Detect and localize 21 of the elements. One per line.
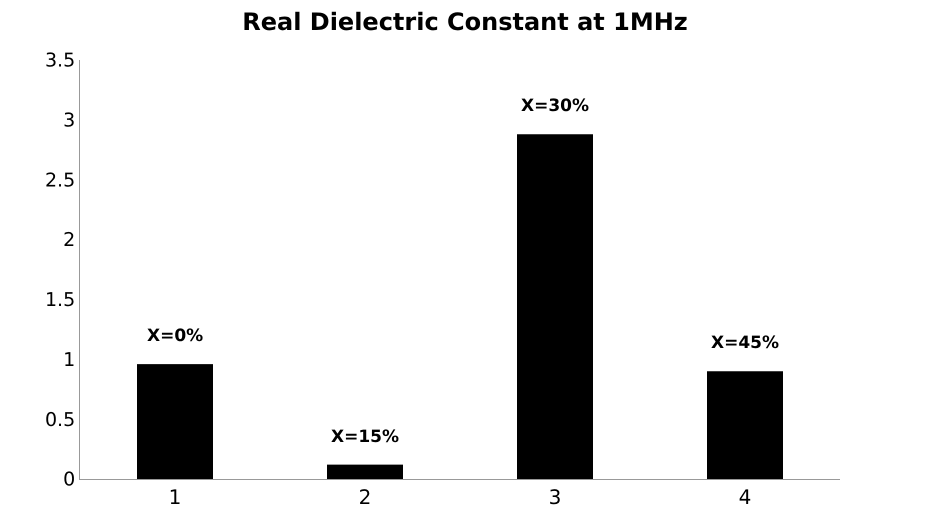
annotation: X=30% [521, 96, 590, 116]
x-tick-label: 3 [548, 485, 562, 509]
bar [517, 134, 593, 479]
bar [707, 371, 783, 479]
bar [327, 464, 403, 479]
y-tick-label: 2.5 [44, 169, 76, 192]
bar [137, 364, 213, 479]
x-tick-label: 1 [168, 485, 182, 509]
y-tick-label: 1 [63, 348, 76, 371]
y-tick-label: 0.5 [44, 408, 76, 431]
x-tick-label: 4 [738, 485, 752, 509]
chart-title: Real Dielectric Constant at 1MHz [242, 8, 688, 36]
y-tick-label: 3.5 [44, 50, 76, 72]
y-tick-label: 0 [63, 468, 76, 491]
annotation: X=0% [147, 326, 204, 346]
y-tick-label: 1.5 [44, 289, 76, 312]
y-tick-label: 3 [63, 110, 76, 132]
annotation: X=15% [331, 427, 400, 447]
y-tick-label: 2 [63, 229, 76, 252]
x-tick-label: 2 [358, 485, 372, 509]
annotation: X=45% [711, 333, 780, 353]
